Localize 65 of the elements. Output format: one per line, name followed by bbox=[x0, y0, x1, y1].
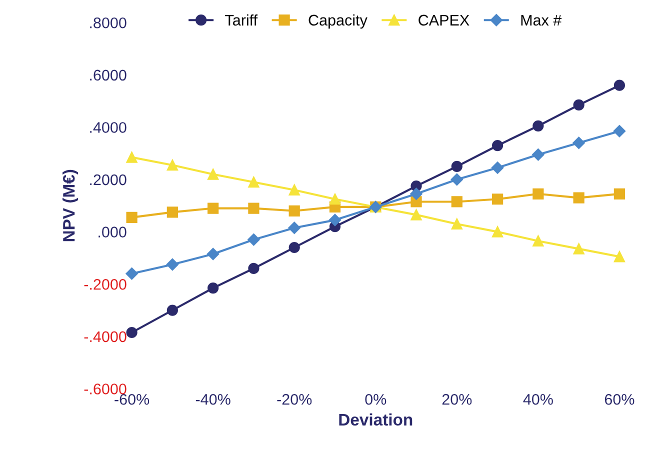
point bbox=[288, 222, 300, 234]
point bbox=[614, 188, 626, 200]
x-tick-label: 20% bbox=[442, 394, 472, 405]
x-tick-label: -40% bbox=[196, 394, 230, 405]
legend-label: Max # bbox=[521, 14, 562, 26]
point bbox=[614, 80, 626, 91]
point bbox=[410, 188, 422, 200]
x-tick-label: -60% bbox=[114, 394, 150, 405]
point bbox=[248, 234, 260, 246]
point bbox=[208, 202, 219, 214]
x-tick-label: 0% bbox=[365, 394, 386, 405]
y-tick-label: -.6000 bbox=[84, 384, 126, 394]
point bbox=[166, 304, 178, 316]
point bbox=[451, 160, 462, 172]
point bbox=[208, 168, 219, 180]
point bbox=[166, 206, 178, 218]
point bbox=[492, 140, 504, 152]
point bbox=[451, 218, 462, 230]
y-axis-title: NPV (M€) bbox=[62, 170, 78, 242]
point bbox=[248, 176, 260, 188]
point bbox=[126, 152, 138, 163]
y-tick-label: -.4000 bbox=[84, 331, 126, 342]
x-tick-label: 60% bbox=[604, 394, 634, 405]
point bbox=[532, 235, 544, 247]
point bbox=[451, 196, 462, 208]
point bbox=[614, 251, 626, 262]
point bbox=[532, 120, 544, 132]
point bbox=[410, 209, 422, 220]
point bbox=[126, 326, 138, 338]
y-tick-label: .6000 bbox=[90, 70, 126, 81]
point bbox=[288, 205, 300, 216]
legend-label: CAPEX bbox=[418, 14, 470, 26]
point bbox=[492, 194, 504, 205]
point bbox=[248, 262, 260, 274]
y-tick-label: .8000 bbox=[90, 17, 126, 28]
point bbox=[573, 192, 584, 204]
point bbox=[248, 202, 260, 214]
point bbox=[126, 268, 138, 280]
x-axis-title: Deviation bbox=[339, 413, 412, 426]
point bbox=[166, 258, 179, 271]
point bbox=[532, 148, 544, 161]
point bbox=[532, 188, 544, 200]
point bbox=[613, 125, 626, 138]
point bbox=[328, 214, 342, 226]
y-tick-label: -.2000 bbox=[84, 278, 126, 290]
point bbox=[166, 160, 178, 171]
point bbox=[288, 184, 300, 196]
x-tick-label: -20% bbox=[277, 394, 312, 405]
point bbox=[492, 226, 504, 238]
legend-label: Capacity bbox=[308, 14, 368, 29]
y-tick-label: .2000 bbox=[90, 174, 126, 186]
legend-label: Tariff bbox=[225, 14, 258, 26]
point bbox=[206, 248, 220, 260]
point bbox=[491, 162, 504, 174]
point bbox=[208, 282, 219, 294]
point bbox=[126, 212, 138, 223]
point bbox=[573, 243, 584, 254]
point bbox=[573, 99, 584, 111]
y-tick-label: .4000 bbox=[90, 122, 126, 133]
x-tick-label: 40% bbox=[523, 394, 553, 405]
point bbox=[572, 136, 585, 149]
point bbox=[329, 194, 341, 205]
point bbox=[450, 173, 464, 186]
y-tick-label: .000 bbox=[98, 226, 126, 238]
point bbox=[288, 242, 300, 254]
